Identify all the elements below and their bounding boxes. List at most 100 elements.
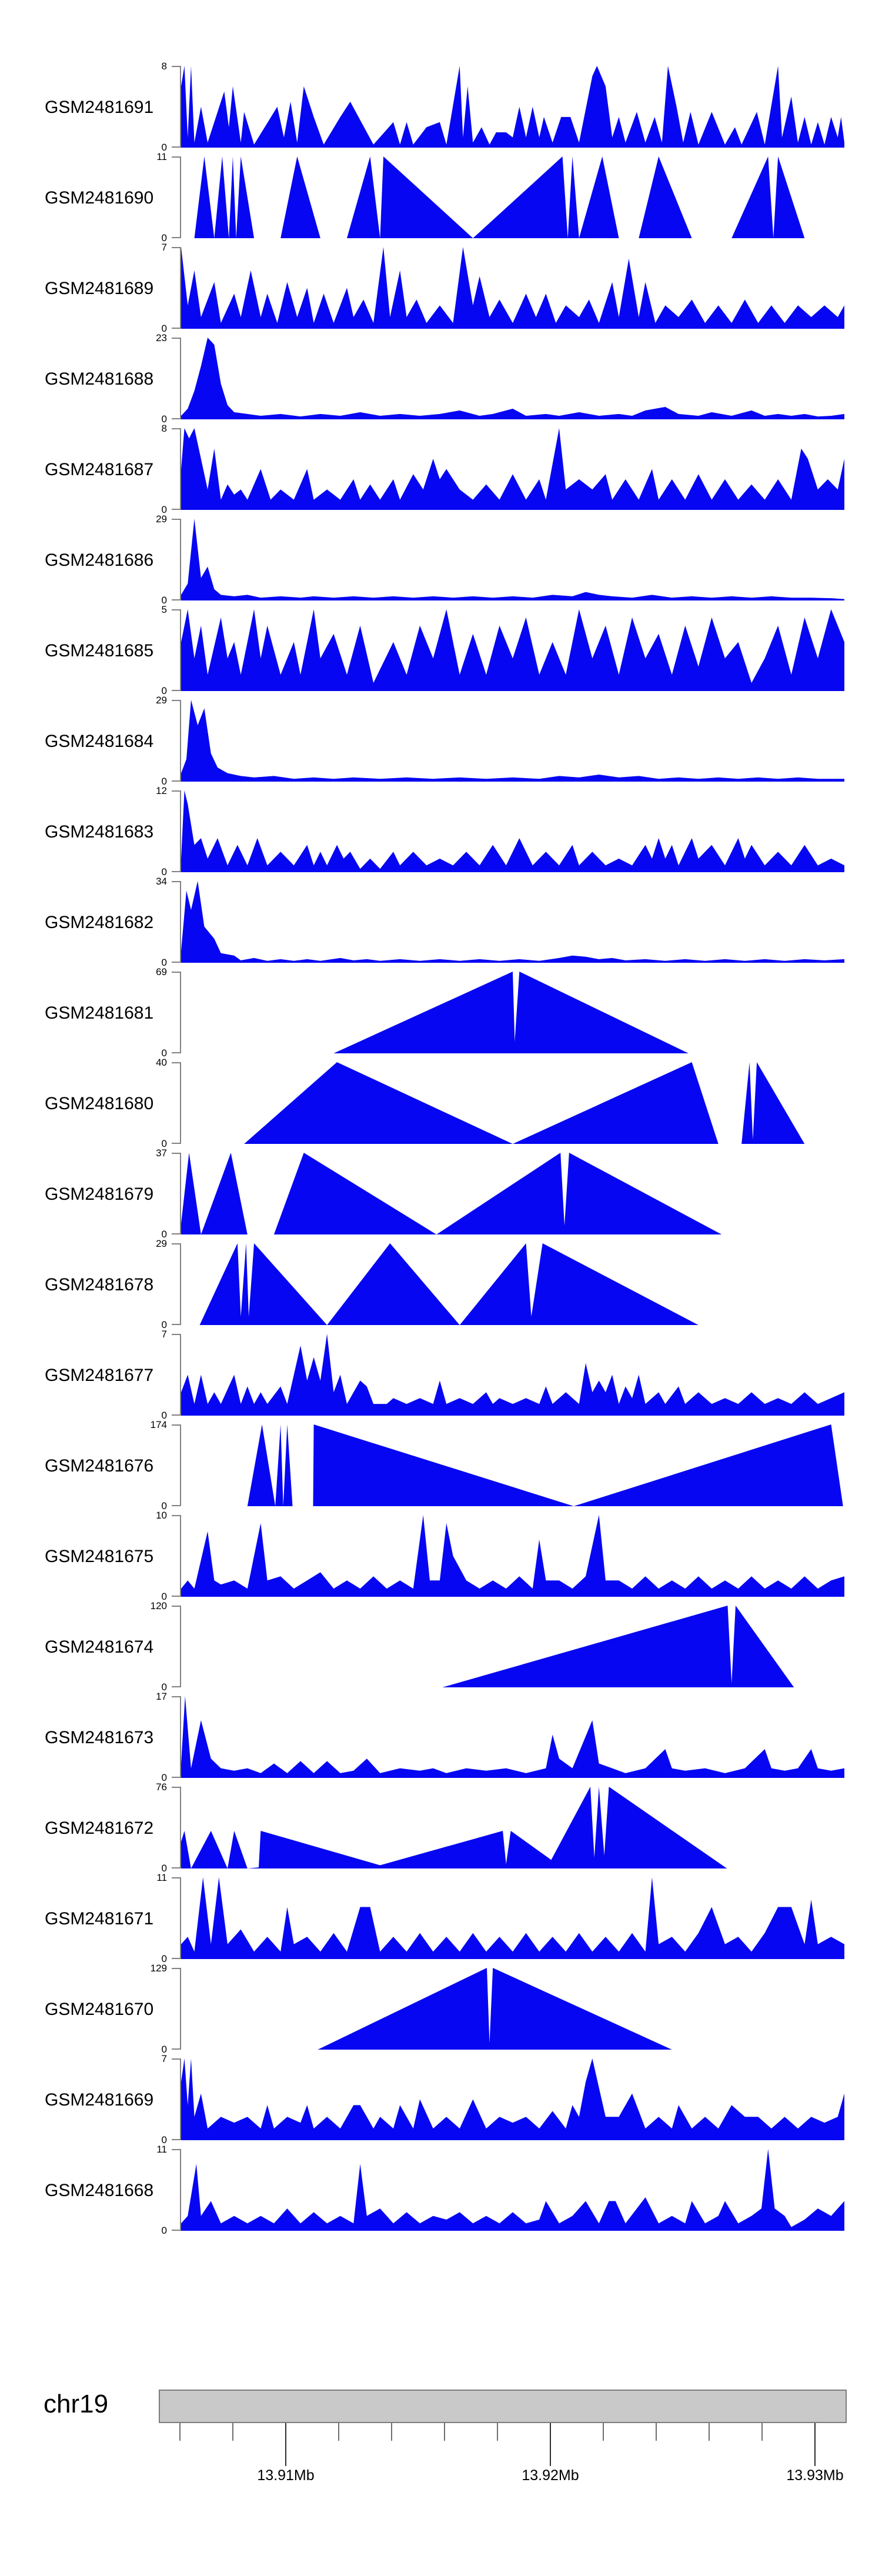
track-row: GSM2481674 120 0 — [0, 1601, 882, 1692]
y-axis-max-label: 23 — [156, 332, 167, 343]
signal-polygon — [181, 338, 844, 419]
signal-area — [181, 66, 844, 148]
track-label: GSM2481669 — [45, 2090, 154, 2110]
track-row: GSM2481668 11 0 — [0, 2144, 882, 2235]
signal-area — [181, 1334, 844, 1416]
track-label: GSM2481682 — [45, 913, 154, 932]
y-axis-zero-label: 0 — [161, 1319, 167, 1330]
y-axis-zero-label: 0 — [161, 232, 167, 243]
signal-area — [181, 247, 844, 329]
y-axis — [172, 881, 181, 963]
ruler-minor-tick — [338, 2423, 339, 2441]
y-axis-max-label: 8 — [161, 61, 167, 72]
y-axis-zero-label: 0 — [161, 595, 167, 606]
track-plot: 120 0 — [151, 1601, 844, 1692]
y-axis — [172, 700, 181, 782]
y-axis-max-label: 29 — [156, 695, 167, 706]
signal-polygon — [333, 972, 689, 1053]
signal-polygon — [318, 1968, 672, 2050]
track-row: GSM2481681 69 0 — [0, 967, 882, 1058]
ruler-minor-tick — [709, 2423, 710, 2441]
y-axis — [172, 1153, 181, 1234]
track-row: GSM2481669 7 0 — [0, 2054, 882, 2145]
y-axis-zero-label: 0 — [161, 1500, 167, 1511]
signal-polygon — [181, 609, 844, 691]
track-plot: 23 0 — [156, 333, 844, 424]
track-row: GSM2481687 8 0 — [0, 423, 882, 515]
y-axis-max-label: 34 — [156, 876, 167, 887]
ruler-minor-tick — [497, 2423, 498, 2441]
y-axis-max-label: 11 — [156, 1872, 167, 1883]
track-label: GSM2481668 — [45, 2181, 154, 2200]
y-axis-max-label: 69 — [156, 966, 167, 977]
y-axis-max-label: 76 — [156, 1781, 167, 1793]
track-plot: 7 0 — [162, 2054, 844, 2145]
chromosome-label: chr19 — [44, 2390, 109, 2418]
ruler-minor-tick — [232, 2423, 233, 2441]
y-axis-zero-label: 0 — [161, 1138, 167, 1149]
y-axis-max-label: 7 — [161, 242, 167, 253]
y-axis-max-label: 29 — [156, 1238, 167, 1249]
y-axis-max-label: 5 — [161, 604, 167, 615]
y-axis — [172, 1424, 181, 1506]
track-plot: 11 0 — [156, 152, 844, 243]
track-plot: 29 0 — [156, 1239, 844, 1330]
track-row: GSM2481677 7 0 — [0, 1329, 882, 1420]
track-list: GSM2481691 8 0 GSM2481690 11 0 GSM248168… — [0, 61, 882, 2235]
track-row: GSM2481672 76 0 — [0, 1782, 882, 1873]
y-axis — [172, 2058, 181, 2140]
signal-area — [199, 1243, 699, 1325]
y-axis — [172, 1243, 181, 1325]
signal-polygon — [181, 428, 844, 510]
y-axis-zero-label: 0 — [161, 1681, 167, 1693]
signal-area — [181, 2058, 844, 2140]
track-row: GSM2481689 7 0 — [0, 242, 882, 333]
ruler-tick-label: 13.93Mb — [786, 2467, 844, 2484]
y-axis-zero-label: 0 — [161, 1229, 167, 1240]
track-plot: 29 0 — [156, 514, 844, 605]
y-axis-zero-label: 0 — [161, 1953, 167, 1964]
signal-area — [318, 1968, 672, 2050]
y-axis — [172, 1606, 181, 1687]
y-axis — [172, 1968, 181, 2050]
signal-area — [181, 519, 844, 600]
signal-polygon — [181, 66, 844, 148]
track-row: GSM2481682 34 0 — [0, 876, 882, 967]
track-plot: 76 0 — [156, 1782, 844, 1873]
signal-area — [181, 1787, 727, 1868]
y-axis-max-label: 29 — [156, 513, 167, 525]
track-plot: 8 0 — [162, 61, 844, 152]
ruler-minor-tick — [761, 2423, 763, 2441]
y-axis-zero-label: 0 — [161, 504, 167, 515]
signal-area — [244, 1062, 805, 1144]
signal-area — [181, 428, 844, 510]
y-axis-zero-label: 0 — [161, 323, 167, 334]
track-row: GSM2481673 17 0 — [0, 1691, 882, 1783]
track-label: GSM2481680 — [45, 1094, 154, 1113]
track-row: GSM2481683 12 0 — [0, 786, 882, 877]
track-label: GSM2481687 — [45, 460, 154, 479]
y-axis-max-label: 129 — [150, 1963, 167, 1974]
track-row: GSM2481691 8 0 — [0, 61, 882, 152]
track-label: GSM2481681 — [45, 1003, 154, 1023]
y-axis-zero-label: 0 — [161, 2134, 167, 2145]
track-row: GSM2481690 11 0 — [0, 152, 882, 243]
ruler-minor-tick — [179, 2423, 181, 2441]
track-plot: 11 0 — [156, 1873, 844, 1964]
ruler-major-tick — [550, 2423, 551, 2466]
track-label: GSM2481675 — [45, 1547, 154, 1566]
signal-area — [181, 338, 844, 419]
y-axis-zero-label: 0 — [161, 1410, 167, 1421]
signal-polygon — [181, 2058, 844, 2140]
y-axis — [172, 1877, 181, 1959]
y-axis — [172, 1334, 181, 1416]
track-plot: 40 0 — [156, 1057, 844, 1149]
y-axis — [172, 66, 181, 148]
track-plot: 10 0 — [156, 1510, 844, 1601]
track-row: GSM2481675 10 0 — [0, 1510, 882, 1601]
y-axis — [172, 1787, 181, 1868]
signal-area — [181, 1153, 722, 1234]
signal-area — [194, 156, 805, 238]
signal-area — [181, 2149, 844, 2231]
